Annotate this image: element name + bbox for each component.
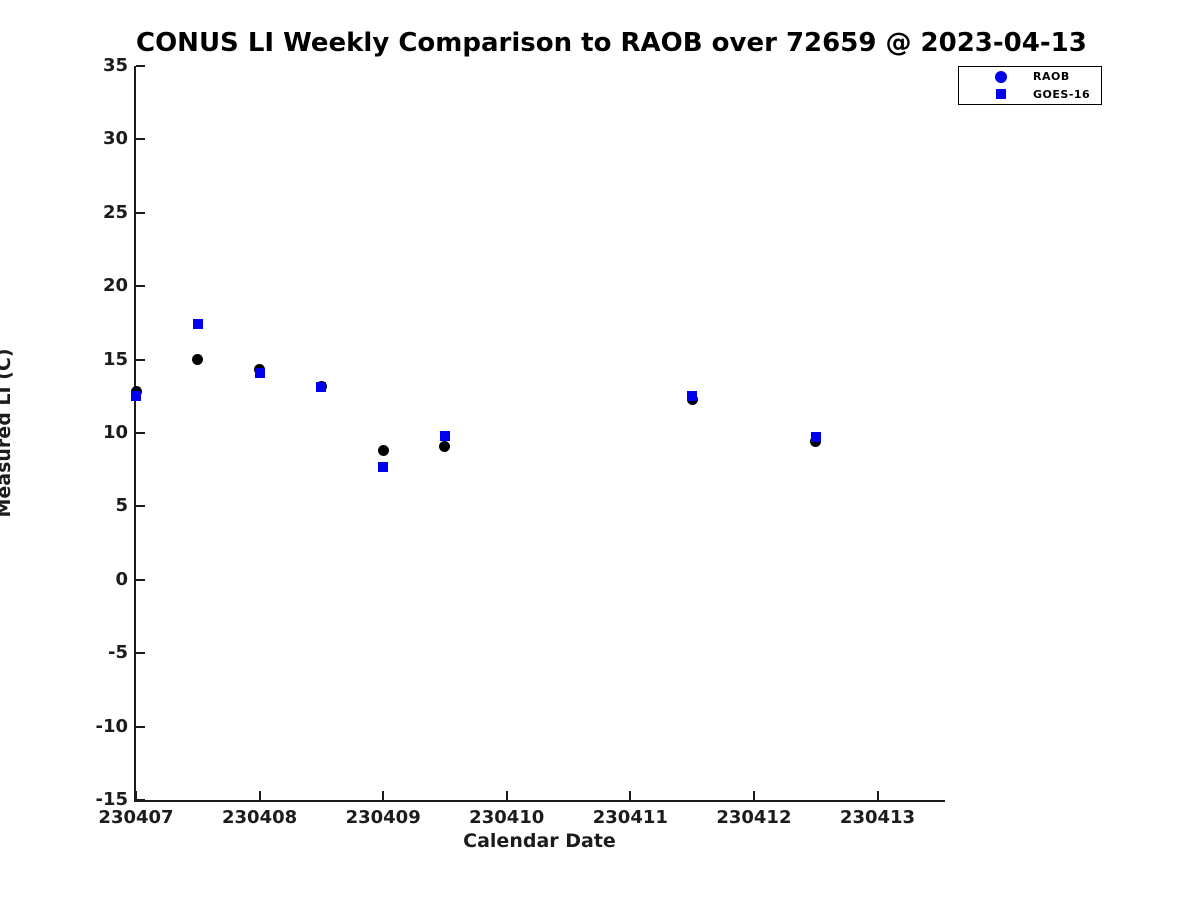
legend-square-icon (996, 89, 1006, 100)
goes-16-marker (378, 461, 389, 472)
y-tick-label: 10 (102, 422, 128, 443)
y-tick (136, 138, 145, 141)
goes-16-marker (810, 432, 821, 443)
x-tick (629, 791, 632, 800)
y-tick-label: 35 (102, 55, 128, 76)
x-axis-label: Calendar Date (463, 830, 616, 852)
legend-item: GOES-16 (959, 86, 1101, 102)
y-axis-line (134, 66, 136, 802)
x-tick-label: 230411 (592, 807, 668, 828)
y-tick (136, 65, 145, 67)
x-tick (382, 791, 385, 800)
x-tick (258, 791, 261, 800)
goes-16-marker (192, 319, 203, 330)
y-axis-label: Measured LI (C) (0, 348, 15, 518)
raob-marker (377, 445, 389, 457)
x-tick (505, 791, 508, 800)
y-tick (136, 211, 145, 214)
legend-label: GOES-16 (1033, 87, 1091, 101)
goes-16-marker (687, 391, 698, 402)
y-tick (136, 505, 145, 508)
y-tick-label: 30 (102, 128, 128, 150)
legend: RAOB GOES-16 (958, 66, 1102, 105)
x-axis-line (134, 800, 945, 802)
goes-16-marker (316, 382, 327, 393)
y-tick-label: -5 (108, 642, 128, 664)
y-tick-label: 0 (115, 568, 128, 590)
raob-marker (192, 354, 204, 366)
y-tick (136, 578, 145, 581)
y-tick-label: 25 (102, 201, 128, 223)
raob-marker (439, 440, 451, 452)
goes-16-marker (131, 391, 141, 402)
y-tick-label: -10 (95, 715, 128, 737)
y-tick-label: 20 (102, 275, 128, 297)
x-tick-label: 230408 (222, 807, 298, 828)
chart-title: CONUS LI Weekly Comparison to RAOB over … (136, 28, 1087, 58)
y-tick (136, 799, 145, 801)
x-tick (135, 791, 137, 800)
x-tick-label: 230413 (839, 807, 916, 828)
y-tick (136, 285, 145, 288)
x-tick-label: 230409 (345, 807, 421, 828)
y-tick (136, 358, 145, 361)
legend-circle-icon (995, 70, 1007, 83)
legend-item: RAOB (959, 69, 1101, 85)
goes-16-marker (254, 367, 265, 378)
y-tick-label: -15 (95, 789, 128, 810)
x-tick (876, 791, 879, 800)
y-tick-label: 5 (115, 495, 128, 517)
y-tick (136, 652, 145, 655)
goes-16-marker (439, 430, 450, 441)
x-tick (752, 791, 755, 800)
legend-label: RAOB (1033, 70, 1070, 84)
x-tick-label: 230410 (469, 807, 545, 828)
y-tick (136, 432, 145, 434)
y-tick (136, 725, 145, 728)
y-tick-label: 15 (102, 348, 128, 370)
x-tick-label: 230407 (98, 807, 174, 828)
plot-area: 230407 230408 230409 230410 230411 230412 2304… (95, 56, 945, 828)
x-tick-label: 230412 (716, 807, 792, 828)
